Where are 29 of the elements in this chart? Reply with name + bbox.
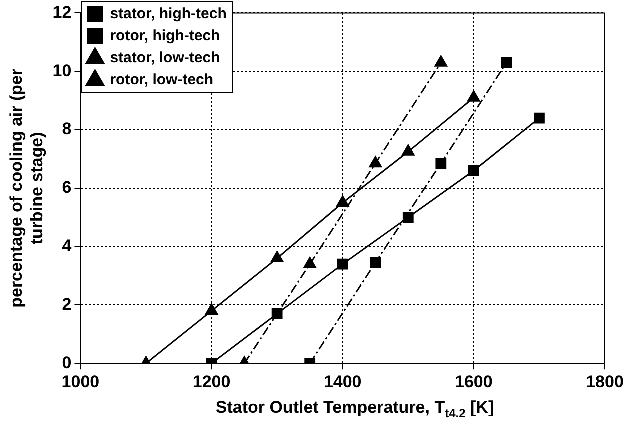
y-tick-label: 4 xyxy=(62,236,72,256)
x-tick-label: 1200 xyxy=(192,372,231,392)
legend-label: stator, high-tech xyxy=(110,6,227,23)
x-tick-label: 1800 xyxy=(586,372,624,392)
point xyxy=(304,256,317,268)
point xyxy=(402,144,415,156)
point xyxy=(336,196,350,207)
point xyxy=(270,250,284,262)
legend-label: rotor, high-tech xyxy=(110,28,220,45)
y-tick-label: 10 xyxy=(52,61,72,80)
x-tick-label: 1400 xyxy=(324,372,362,392)
y-tick-label: 0 xyxy=(62,353,72,372)
point xyxy=(205,304,218,316)
point xyxy=(501,57,512,68)
y-tick-label: 8 xyxy=(62,120,72,139)
point xyxy=(436,158,447,170)
point xyxy=(468,165,480,176)
y-tick-label: 2 xyxy=(62,294,72,314)
y-axis-title: percentage of cooling air (per turbine stage) xyxy=(6,68,46,308)
point xyxy=(369,156,382,168)
y-tick-label: 12 xyxy=(52,2,72,22)
legend-label: rotor, low-tech xyxy=(110,72,214,89)
y-tick-label: 6 xyxy=(62,178,72,198)
point xyxy=(534,112,545,124)
x-axis-title: Stator Outlet Temperature, T$_{t4.2}$ [K] xyxy=(214,398,496,420)
legend-label: stator, low-tech xyxy=(110,50,220,67)
point xyxy=(467,90,480,102)
x-tick-label: 1000 xyxy=(62,372,100,392)
x-tick-label: 1600 xyxy=(455,372,493,392)
